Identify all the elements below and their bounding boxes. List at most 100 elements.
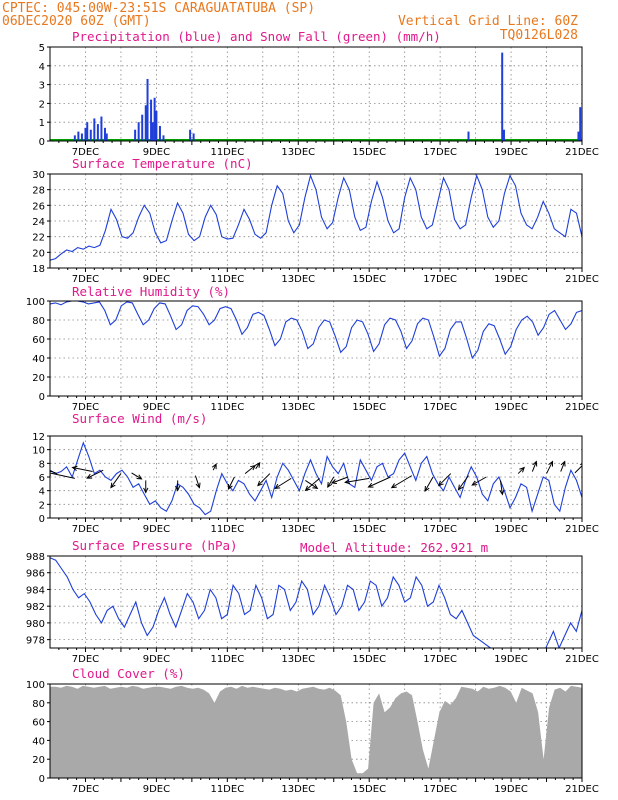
wind-arrow-shaft bbox=[438, 473, 452, 486]
model-altitude: Model Altitude: 262.921 m bbox=[300, 540, 488, 555]
cloud-ytick-label: 80 bbox=[32, 699, 45, 710]
wind-title: Surface Wind (m/s) bbox=[72, 411, 207, 426]
cloud-ytick-label: 100 bbox=[26, 680, 45, 691]
wind-arrow-head bbox=[250, 464, 256, 471]
rh-ytick-label: 0 bbox=[39, 392, 45, 403]
wind-arrow-head bbox=[71, 465, 78, 471]
precip-bar bbox=[192, 133, 195, 141]
pressure-xtick-label: 13DEC bbox=[281, 654, 315, 665]
wind-xtick-label: 15DEC bbox=[352, 524, 386, 535]
pressure-xtick-label: 9DEC bbox=[143, 654, 170, 665]
wind-arrow-shaft bbox=[50, 472, 75, 479]
header-run-date: 06DEC2020 60Z (GMT) bbox=[2, 14, 151, 29]
wind-arrow-head bbox=[327, 481, 333, 488]
precip-ytick-label: 1 bbox=[39, 118, 45, 129]
rh-xtick-label: 21DEC bbox=[565, 402, 599, 413]
wind-ytick-label: 4 bbox=[39, 487, 45, 498]
wind-arrow bbox=[50, 470, 58, 475]
wind-arrow-shaft bbox=[345, 477, 370, 483]
wind-xtick-label: 7DEC bbox=[72, 524, 99, 535]
wind-arrow bbox=[437, 473, 452, 487]
precip-bar bbox=[467, 131, 470, 141]
wind-arrow bbox=[244, 464, 256, 474]
pressure-ytick-label: 986 bbox=[26, 569, 45, 580]
rh-grid bbox=[50, 301, 582, 396]
wind-arrow-shaft bbox=[391, 475, 413, 489]
precip-xtick-label: 9DEC bbox=[143, 147, 170, 158]
wind-ytick-label: 8 bbox=[39, 459, 45, 470]
wind-arrow-shaft bbox=[255, 462, 261, 470]
precip-bar bbox=[84, 127, 87, 141]
panel-cloud: Cloud Cover (%) 0 20 40 60 80 100 7DEC 9DEC 11DEC… bbox=[26, 666, 599, 795]
wind-arrow bbox=[457, 475, 469, 491]
wind-arrow-shaft bbox=[257, 473, 271, 486]
wind-arrow-head bbox=[136, 474, 143, 480]
wind-arrow-head bbox=[548, 460, 554, 467]
wind-arrow-shaft bbox=[72, 467, 93, 473]
wind-arrow-shaft bbox=[110, 473, 122, 488]
wind-arrow-head bbox=[457, 484, 464, 491]
precip-bar bbox=[144, 105, 147, 141]
wind-arrow-shaft bbox=[327, 476, 335, 488]
wind-arrow-head bbox=[274, 483, 281, 489]
precip-bar bbox=[153, 97, 156, 141]
rh-ytick-label: 80 bbox=[32, 316, 45, 327]
cloud-xtick-label: 17DEC bbox=[423, 784, 457, 795]
wind-xtick-label: 13DEC bbox=[281, 524, 315, 535]
wind-arrow-shaft bbox=[368, 476, 391, 488]
wind-line bbox=[50, 441, 582, 516]
temp-title: Surface Temperature (nC) bbox=[72, 156, 253, 171]
wind-arrow bbox=[531, 460, 538, 472]
precip-bar bbox=[80, 133, 83, 141]
precip-xtick-label: 13DEC bbox=[281, 147, 315, 158]
rh-xtick-label: 7DEC bbox=[72, 402, 99, 413]
precip-ytick-label: 4 bbox=[39, 62, 45, 73]
wind-ytick-label: 10 bbox=[32, 446, 45, 457]
precip-bar bbox=[141, 114, 144, 141]
rh-xtick-label: 11DEC bbox=[210, 402, 244, 413]
panel-rh: Relative Humidity (%) 0 20 40 60 80 100 7DEC 9DE… bbox=[26, 284, 599, 413]
wind-arrow-head bbox=[195, 482, 201, 489]
wind-arrow-head bbox=[227, 483, 233, 491]
wind-arrow-head bbox=[390, 483, 397, 489]
precip-bar bbox=[579, 107, 582, 141]
wind-arrow bbox=[367, 476, 391, 488]
wind-arrow-head bbox=[211, 463, 217, 470]
pressure-ytick-label: 982 bbox=[26, 602, 45, 613]
temp-xtick-label: 21DEC bbox=[565, 274, 599, 285]
temp-xtick-label: 13DEC bbox=[281, 274, 315, 285]
precip-bar bbox=[502, 129, 505, 141]
cloud-ytick-label: 20 bbox=[32, 755, 45, 766]
pressure-xtick-label: 11DEC bbox=[210, 654, 244, 665]
wind-arrow-head bbox=[471, 480, 478, 486]
wind-arrow bbox=[305, 480, 319, 490]
wind-arrow-shaft bbox=[331, 476, 349, 484]
precip-bar bbox=[155, 110, 158, 141]
precip-ytick-label: 2 bbox=[39, 99, 45, 110]
wind-arrow-head bbox=[86, 473, 93, 479]
precip-bar bbox=[77, 131, 80, 141]
wind-arrow bbox=[560, 460, 566, 472]
precip-bar bbox=[73, 135, 76, 141]
wind-arrow-shaft bbox=[458, 475, 469, 490]
precip-bar bbox=[501, 52, 504, 141]
rh-frame bbox=[49, 300, 583, 397]
wind-arrow-shaft bbox=[131, 472, 142, 480]
wind-arrow-shaft bbox=[574, 465, 582, 474]
cloud-area bbox=[50, 685, 582, 778]
precip-bar bbox=[103, 127, 106, 141]
wind-arrow-shaft bbox=[305, 480, 318, 489]
wind-arrow-head bbox=[437, 480, 444, 487]
wind-arrow bbox=[517, 466, 525, 474]
header-model-id: TQ0126L028 bbox=[500, 28, 578, 43]
temp-grid bbox=[50, 174, 582, 268]
precip-bar bbox=[134, 129, 137, 141]
cloud-xtick-label: 11DEC bbox=[210, 784, 244, 795]
wind-arrow-head bbox=[312, 483, 319, 490]
wind-arrow-shaft bbox=[531, 461, 537, 472]
precip-bar bbox=[100, 116, 103, 141]
temp-xtick-label: 11DEC bbox=[210, 274, 244, 285]
precip-xtick-label: 15DEC bbox=[352, 147, 386, 158]
wind-ytick-label: 12 bbox=[32, 432, 45, 443]
